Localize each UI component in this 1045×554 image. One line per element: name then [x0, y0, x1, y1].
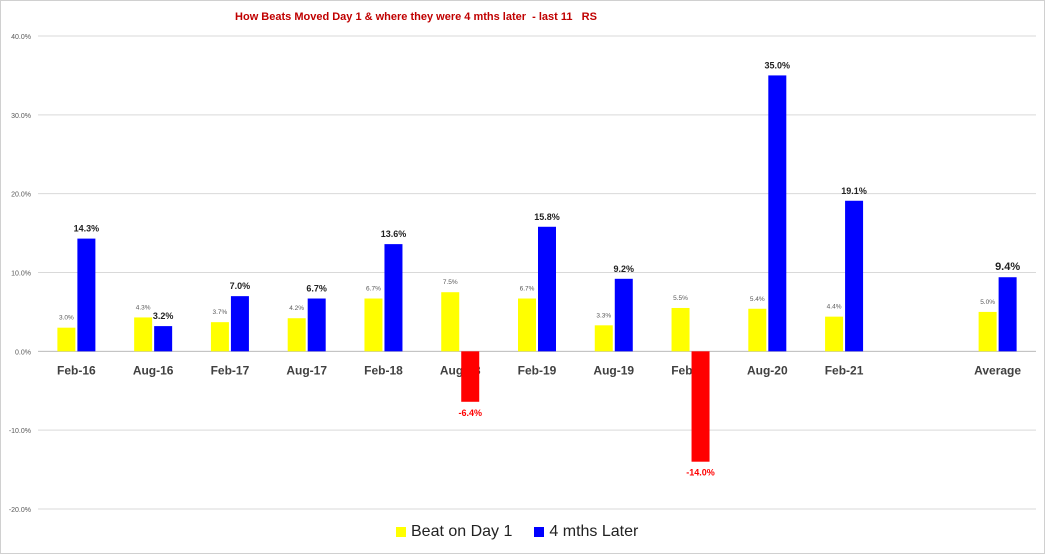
data-label-4mths-later: -14.0% [686, 468, 715, 478]
data-label-beat-day1: 3.0% [59, 315, 74, 322]
chart-title: How Beats Moved Day 1 & where they were … [235, 11, 597, 23]
data-label-beat-day1: 6.7% [366, 286, 381, 293]
chart-legend: Beat on Day 1 4 mths Later [396, 523, 660, 541]
data-label-beat-day1: 3.3% [596, 312, 611, 319]
bar-beat-day1 [57, 327, 76, 352]
data-label-beat-day1: 5.5% [673, 295, 688, 302]
x-tick-label: Feb-18 [364, 363, 403, 377]
data-label-beat-day1: 6.7% [520, 286, 535, 293]
bar-4mths-later [998, 277, 1017, 352]
bar-4mths-later-negative [691, 351, 710, 462]
bar-4mths-later [230, 296, 249, 352]
data-label-beat-day1: 5.4% [750, 296, 765, 303]
bar-beat-day1 [978, 311, 997, 352]
x-tick-label: Aug-16 [133, 363, 174, 377]
x-tick-label: Feb-21 [825, 363, 864, 377]
bar-4mths-later [77, 238, 96, 352]
x-tick-label: Aug-19 [593, 363, 634, 377]
legend-item-beat-day1: Beat on Day 1 [396, 523, 512, 541]
data-label-4mths-later: 3.2% [153, 311, 174, 321]
data-label-beat-day1: 5.0% [980, 299, 995, 306]
bar-4mths-later [154, 326, 173, 352]
y-tick-label: 10.0% [11, 271, 31, 278]
bar-beat-day1 [748, 308, 767, 352]
legend-swatch-blue [534, 527, 545, 537]
y-tick-label: 20.0% [11, 192, 31, 199]
data-label-4mths-later: 15.8% [534, 212, 560, 222]
bar-beat-day1 [134, 317, 153, 352]
data-label-beat-day1: 3.7% [213, 309, 228, 316]
bar-4mths-later [384, 244, 403, 352]
bar-beat-day1 [210, 322, 229, 352]
x-tick-label: Feb-19 [518, 363, 557, 377]
bar-4mths-later [845, 200, 864, 352]
y-tick-label: -10.0% [9, 428, 31, 435]
x-tick-label: Feb-17 [211, 363, 250, 377]
bar-beat-day1 [287, 318, 306, 352]
data-label-4mths-later: 6.7% [306, 284, 327, 294]
legend-swatch-yellow [396, 527, 406, 537]
x-tick-label: Aug-17 [286, 363, 327, 377]
y-tick-label: 30.0% [11, 113, 31, 120]
bar-beat-day1 [441, 292, 460, 352]
x-tick-label: Feb-16 [57, 363, 96, 377]
bar-beat-day1 [518, 298, 536, 352]
bar-beat-day1 [594, 325, 613, 352]
data-label-4mths-later: 9.2% [614, 264, 635, 274]
legend-label: Beat on Day 1 [411, 523, 513, 540]
bar-4mths-later [614, 278, 633, 352]
data-label-4mths-later: 19.1% [841, 186, 867, 196]
data-label-4mths-later: 13.6% [381, 229, 407, 239]
data-label-4mths-later: 35.0% [765, 60, 791, 70]
data-label-beat-day1: 4.3% [136, 304, 151, 311]
data-label-beat-day1: 7.5% [443, 279, 458, 286]
y-tick-label: 40.0% [11, 34, 31, 41]
x-tick-label: Aug-20 [747, 363, 788, 377]
bar-4mths-later [538, 226, 556, 352]
bar-beat-day1 [364, 298, 383, 352]
data-label-4mths-later: 14.3% [74, 224, 100, 234]
bar-beat-day1 [671, 307, 690, 352]
data-label-4mths-later: -6.4% [458, 408, 482, 418]
bar-4mths-later [768, 75, 787, 352]
bar-4mths-later-negative [461, 351, 480, 402]
legend-item-4mths-later: 4 mths Later [534, 523, 638, 541]
bar-4mths-later [307, 298, 326, 352]
y-tick-label: -20.0% [9, 507, 31, 514]
data-label-beat-day1: 4.4% [827, 304, 842, 311]
legend-label: 4 mths Later [549, 523, 639, 540]
bar-beat-day1 [825, 316, 844, 352]
data-label-beat-day1: 4.2% [289, 305, 304, 312]
x-tick-label: Average [974, 363, 1021, 377]
data-label-4mths-later: 9.4% [995, 261, 1020, 273]
data-label-4mths-later: 7.0% [230, 281, 251, 291]
y-tick-label: 0.0% [15, 349, 31, 356]
